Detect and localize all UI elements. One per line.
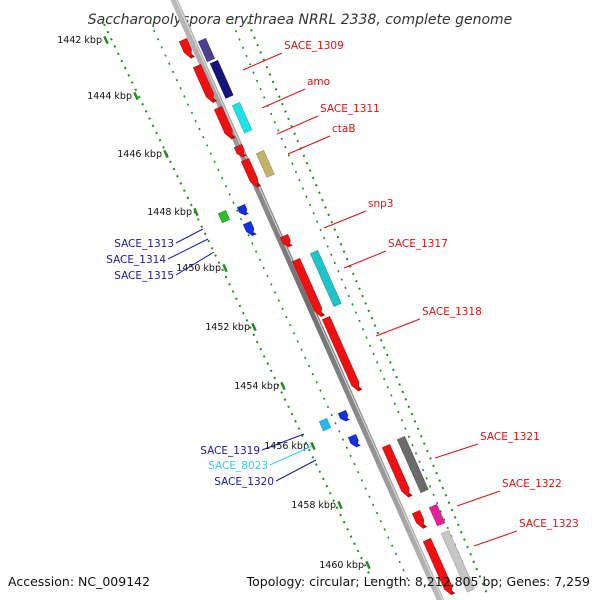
accession-text: Accession: NC_009142 <box>8 574 150 589</box>
gene-arrow <box>192 64 218 104</box>
gene-arrow <box>236 204 250 216</box>
genome-backbone <box>170 0 445 600</box>
tick-label: 1458 kbp <box>291 500 336 511</box>
gene-label: SACE_1318 <box>422 306 482 318</box>
callout-line <box>175 251 215 276</box>
tick-mark <box>251 322 257 332</box>
tick-mark <box>310 441 316 451</box>
tick-label: 1444 kbp <box>87 91 132 102</box>
tick-mark <box>365 560 371 570</box>
callout-line <box>167 238 209 260</box>
tick-mark <box>280 381 286 391</box>
tick-mark <box>103 35 109 45</box>
tick-mark <box>133 91 139 101</box>
tick-label: 1456 kbp <box>264 441 309 452</box>
map-title: Saccharopolyspora erythraea NRRL 2338, c… <box>88 12 513 28</box>
gene-box <box>197 38 215 63</box>
callout-line <box>287 135 331 155</box>
gene-box <box>396 436 429 493</box>
gene-label: SACE_1315 <box>114 270 174 282</box>
callout-line <box>261 88 306 109</box>
callout-line <box>242 52 283 71</box>
callout-line <box>456 490 501 507</box>
gene-arrow <box>242 221 257 237</box>
gene-arrow <box>213 106 236 140</box>
tick-label: 1454 kbp <box>234 381 279 392</box>
callout-line <box>375 318 421 337</box>
gene-arrow <box>422 538 456 596</box>
gene-box <box>428 504 446 527</box>
gene-box <box>217 210 231 224</box>
gene-box <box>231 102 253 134</box>
gene-label: SACE_1311 <box>320 103 380 115</box>
tick-marks: 1442 kbp 1444 kbp 1446 kbp 1448 kbp 1450 kbp… <box>57 35 371 571</box>
tick-label: 1448 kbp <box>147 207 192 218</box>
gene-arrow <box>411 510 428 530</box>
gene-label: SACE_1314 <box>106 254 166 266</box>
tick-mark <box>222 263 228 273</box>
gene-label: SACE_1309 <box>284 40 344 52</box>
gene-arrow <box>381 444 413 498</box>
tick-mark <box>337 500 343 510</box>
tick-label: 1452 kbp <box>205 322 250 333</box>
callout-line <box>343 250 387 269</box>
gene-label: ctaB <box>332 123 356 135</box>
gene-box <box>318 418 332 432</box>
gene-arrow <box>233 144 247 158</box>
callout-line <box>473 530 518 547</box>
genome-summary-text: Topology: circular; Length: 8,212,805 bp… <box>246 574 590 589</box>
callout-line <box>323 210 367 229</box>
gene-arrow <box>337 410 351 422</box>
gene-label: SACE_1321 <box>480 431 540 443</box>
gene-arrow <box>347 434 361 448</box>
gene-label: snp3 <box>368 198 393 210</box>
gene-box <box>309 250 342 307</box>
callout-line <box>269 445 313 466</box>
tick-label: 1446 kbp <box>117 149 162 160</box>
tick-mark <box>193 207 199 217</box>
tick-mark <box>163 149 169 159</box>
gene-arrow <box>279 234 293 248</box>
tick-label: 1442 kbp <box>57 35 102 46</box>
callout-line <box>434 443 479 459</box>
gene-box <box>440 530 475 593</box>
gene-arrow <box>291 258 326 318</box>
inner-left-track-dots <box>149 21 409 581</box>
gene-label: SACE_1313 <box>114 238 174 250</box>
gene-features <box>178 38 475 596</box>
gene-label: SACE_8023 <box>208 460 268 472</box>
gene-label: SACE_1317 <box>388 238 448 250</box>
gene-label: SACE_1319 <box>200 445 260 457</box>
tick-label: 1450 kbp <box>176 263 221 274</box>
gene-label: SACE_1323 <box>519 518 579 530</box>
gene-arrow <box>178 38 196 59</box>
gene-label: SACE_1322 <box>502 478 562 490</box>
callout-line <box>261 433 305 451</box>
inner-right-track-dots <box>231 21 471 581</box>
callout-line <box>276 115 319 135</box>
callout-line <box>275 459 317 482</box>
gene-label: SACE_1320 <box>214 476 274 488</box>
gene-box <box>209 60 234 99</box>
tick-label: 1460 kbp <box>319 560 364 571</box>
gene-label: amo <box>307 76 330 88</box>
gene-arrow <box>240 158 262 189</box>
gene-box <box>255 150 275 178</box>
gene-arrow <box>321 316 363 392</box>
callout-line <box>175 228 204 244</box>
